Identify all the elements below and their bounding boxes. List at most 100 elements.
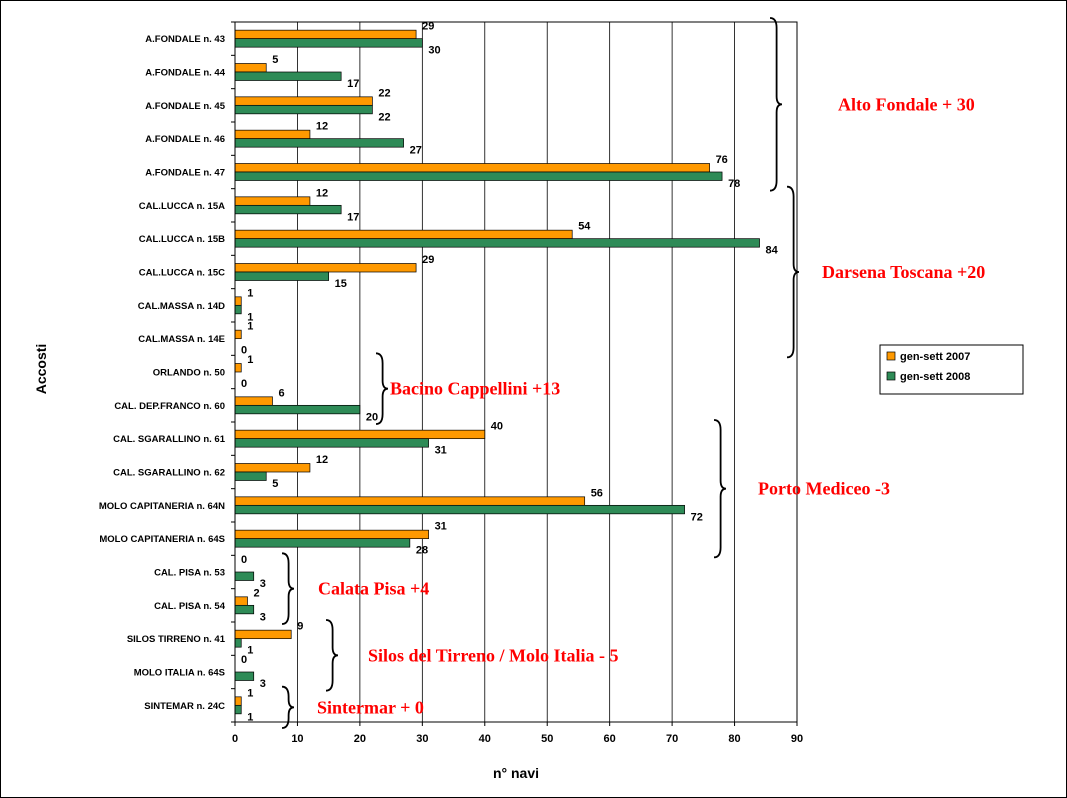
group-braces: Alto Fondale + 30 Darsena Toscana +20 Baci…	[281, 17, 985, 729]
y-axis-title: Accosti	[33, 344, 49, 395]
bars	[234, 29, 760, 715]
data-label-2008: 28	[416, 545, 428, 557]
x-tick-label: 50	[541, 733, 553, 745]
x-tick-label: 80	[728, 733, 740, 745]
legend-swatch-2007	[886, 351, 896, 361]
category-label: A.FONDALE n. 46	[145, 134, 225, 145]
data-label-2007: 9	[297, 621, 303, 633]
bar-2007	[234, 496, 586, 506]
bar-2008	[234, 704, 242, 715]
category-label: CAL. DEP.FRANCO n. 60	[114, 401, 225, 412]
group-brace	[786, 185, 800, 359]
category-label: CAL. PISA n. 54	[154, 601, 226, 612]
bar-2007	[234, 163, 710, 173]
data-label-2007: 1	[247, 321, 253, 333]
data-label-2008: 3	[260, 611, 266, 623]
data-label-2008: 0	[241, 345, 247, 357]
data-label-2007: 56	[591, 487, 603, 499]
data-label-2008: 78	[728, 178, 740, 190]
bar-2007	[234, 429, 486, 440]
group-annotation: Darsena Toscana +20	[822, 262, 985, 282]
plot-area	[234, 21, 798, 723]
legend-box	[879, 344, 1024, 395]
bar-2007	[234, 96, 373, 106]
data-label-2008: 30	[428, 45, 440, 57]
group-annotation: Porto Mediceo -3	[758, 479, 890, 499]
data-label-2008: 1	[247, 645, 253, 657]
x-tick-label: 10	[291, 733, 303, 745]
group-brace	[281, 552, 295, 625]
category-label: ORLANDO n. 50	[153, 368, 225, 379]
x-tick-label: 90	[791, 733, 803, 745]
x-axis-title: n° navi	[493, 765, 539, 781]
data-label-2007: 12	[316, 121, 328, 133]
bar-2008	[234, 138, 404, 148]
bar-2007	[234, 196, 311, 206]
bar-2008	[234, 571, 255, 581]
data-label-2008: 31	[435, 445, 447, 457]
bar-2007	[234, 629, 292, 640]
data-label-2007: 1	[247, 354, 253, 366]
data-labels: 2952212761254291116401256310290130172227…	[241, 21, 779, 724]
data-label-2008: 1	[247, 711, 253, 723]
data-label-2008: 1	[247, 311, 253, 323]
x-tick-label: 70	[666, 733, 678, 745]
bar-2008	[234, 38, 423, 48]
bar-2008	[234, 638, 242, 648]
group-annotation: Sintermar + 0	[317, 697, 424, 717]
data-label-2008: 17	[347, 211, 359, 223]
category-label: CAL.LUCCA n. 15C	[139, 268, 225, 279]
category-label: A.FONDALE n. 45	[145, 101, 225, 112]
group-annotation: Alto Fondale + 30	[838, 94, 975, 114]
data-label-2007: 29	[422, 21, 434, 33]
group-annotation: Silos del Tirreno / Molo Italia - 5	[368, 645, 619, 665]
category-label: A.FONDALE n. 44	[145, 68, 225, 79]
bar-2008	[234, 271, 330, 281]
category-label: CAL.MASSA n. 14D	[138, 301, 225, 312]
legend-swatch-2008	[886, 371, 896, 381]
category-label: SILOS TIRRENO n. 41	[127, 634, 226, 645]
bar-2008	[234, 71, 342, 81]
data-label-2008: 5	[272, 478, 278, 490]
x-tick-label: 60	[604, 733, 616, 745]
x-tick-label: 0	[232, 733, 238, 745]
category-label: SINTEMAR n. 24C	[144, 701, 225, 712]
data-label-2007: 12	[316, 187, 328, 199]
data-label-2007: 0	[241, 554, 247, 566]
category-label: MOLO CAPITANERIA n. 64N	[99, 501, 225, 512]
data-label-2007: 6	[278, 387, 284, 399]
category-label: CAL.MASSA n. 14E	[138, 334, 225, 345]
x-tick-label: 30	[416, 733, 428, 745]
x-tick-label: 40	[479, 733, 491, 745]
category-label: MOLO CAPITANERIA n. 64S	[99, 534, 225, 545]
category-label: CAL. PISA n. 53	[154, 568, 225, 579]
bar-2007	[234, 396, 273, 406]
data-label-2008: 22	[378, 111, 390, 123]
bar-2007	[234, 463, 311, 473]
category-label: CAL.LUCCA n. 15B	[139, 234, 225, 245]
group-annotation: Calata Pisa +4	[318, 579, 429, 599]
bar-2007	[234, 296, 242, 306]
data-label-2007: 0	[241, 654, 247, 666]
bar-2008	[234, 604, 255, 615]
x-tick-label: 20	[354, 733, 366, 745]
bar-2007	[234, 329, 242, 340]
bar-2008	[234, 304, 242, 315]
bar-2007	[234, 363, 242, 373]
data-label-2007: 54	[578, 221, 591, 233]
group-annotation: Bacino Cappellini +13	[390, 379, 560, 399]
gridlines	[297, 22, 798, 722]
group-brace	[325, 619, 339, 692]
category-label: A.FONDALE n. 43	[145, 34, 225, 45]
bar-2007	[234, 529, 429, 540]
bar-2007	[234, 63, 267, 73]
bar-2008	[234, 104, 373, 115]
axes: 0 10 20 30 40 50 60 70 80 90A.FONDALE n. 43A.FOND…	[99, 21, 803, 745]
category-label: CAL. SGARALLINO n. 61	[113, 434, 226, 445]
bar-2008	[234, 671, 255, 681]
bar-2007	[234, 263, 417, 273]
legend-label-2008: gen-sett 2008	[900, 371, 970, 383]
data-label-2008: 20	[366, 411, 378, 423]
bar-2007	[234, 229, 573, 240]
